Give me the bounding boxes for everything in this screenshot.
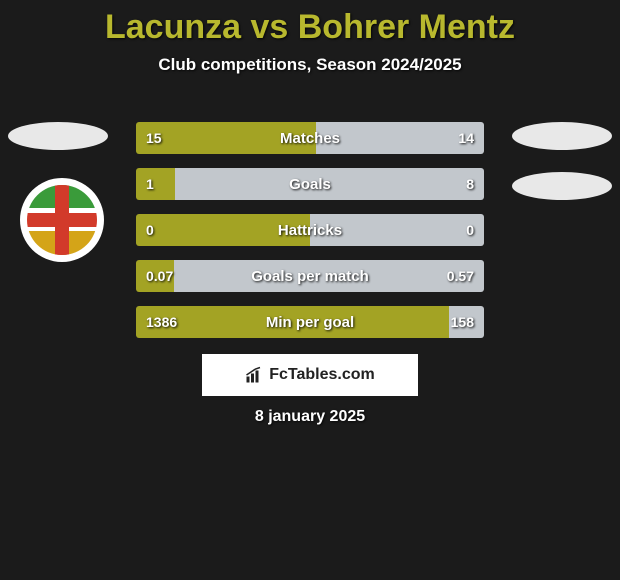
page-subtitle: Club competitions, Season 2024/2025 (0, 55, 620, 75)
stat-bar-track (136, 214, 484, 246)
stat-bar-track (136, 306, 484, 338)
brand-text: FcTables.com (269, 366, 375, 384)
stat-bar-right (175, 168, 484, 200)
badge-stripe-horizontal (27, 213, 97, 227)
stat-bar-left (136, 168, 175, 200)
stat-row: 0.070.57Goals per match (136, 260, 484, 292)
stat-bar-right (310, 214, 484, 246)
stat-bar-left (136, 260, 174, 292)
stat-bar-right (449, 306, 484, 338)
stat-row: 1386158Min per goal (136, 306, 484, 338)
club-badge-inner (27, 185, 97, 255)
page-title: Lacunza vs Bohrer Mentz (0, 8, 620, 47)
stat-row: 00Hattricks (136, 214, 484, 246)
stat-bar-right (174, 260, 484, 292)
stat-row: 18Goals (136, 168, 484, 200)
stat-bar-track (136, 260, 484, 292)
stat-bar-right (316, 122, 484, 154)
stat-bar-track (136, 168, 484, 200)
stat-bar-left (136, 306, 449, 338)
player-right-placeholder-1 (512, 122, 612, 150)
stat-row: 1514Matches (136, 122, 484, 154)
stat-bar-track (136, 122, 484, 154)
brand-box: FcTables.com (202, 354, 418, 396)
date-label: 8 january 2025 (0, 408, 620, 426)
club-badge (20, 178, 104, 262)
player-left-placeholder (8, 122, 108, 150)
stat-bar-left (136, 214, 310, 246)
player-right-placeholder-2 (512, 172, 612, 200)
stats-bars: 1514Matches 18Goals 00Hattricks 0.070.57Goa… (136, 122, 484, 352)
stat-bar-left (136, 122, 316, 154)
bars-icon (245, 366, 263, 384)
